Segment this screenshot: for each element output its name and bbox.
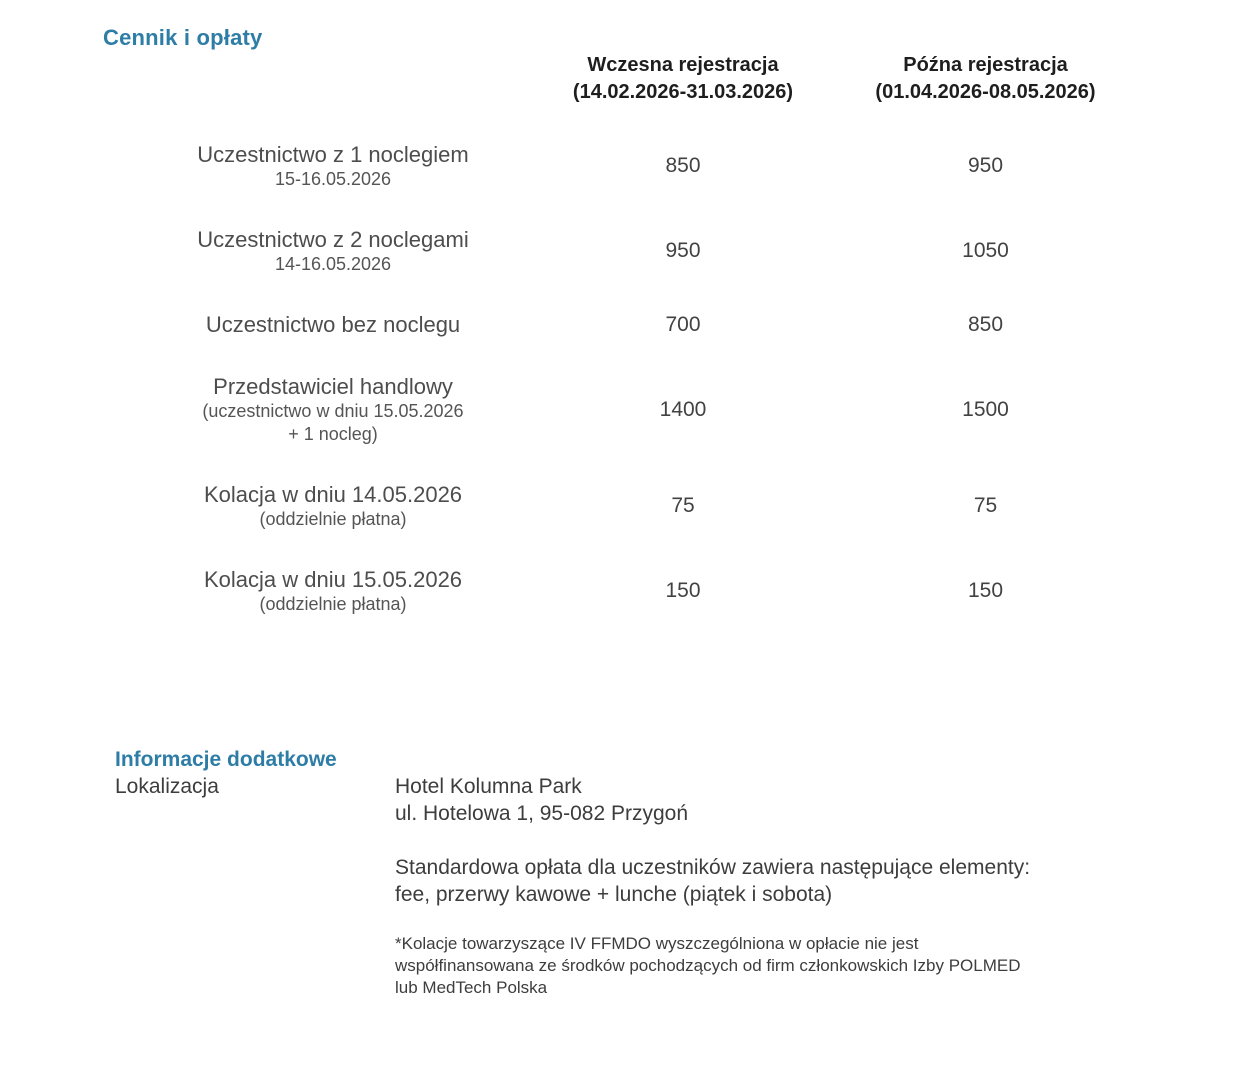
location-label: Lokalizacja (115, 775, 219, 798)
row-label: Uczestnictwo z 1 noclegiem (197, 142, 469, 167)
table-row: Kolacja w dniu 14.05.2026 (oddzielnie pł… (103, 481, 1168, 531)
row-sublabel: (oddzielnie płatna) (259, 509, 407, 529)
additional-info-body: Lokalizacja Hotel Kolumna Park ul. Hotel… (115, 773, 1145, 999)
row-sublabel: (oddzielnie płatna) (259, 594, 407, 614)
price-late: 1500 (962, 397, 1009, 421)
row-sublabel: 15-16.05.2026 (274, 169, 392, 189)
price-late: 1050 (962, 239, 1009, 262)
footnote-line: współfinansowana ze środków pochodzących… (395, 956, 1021, 975)
footnote: *Kolacje towarzyszące IV FFMDO wyszczegó… (395, 933, 1145, 999)
additional-info-title: Informacje dodatkowe (115, 748, 337, 771)
price-early: 1400 (659, 397, 707, 421)
row-label-cell: Uczestnictwo z 1 noclegiem 15-16.05.2026 (103, 141, 563, 191)
column-header-late-label: Późna rejestracja (903, 54, 1068, 76)
row-label: Przedstawiciel handlowy (213, 374, 453, 399)
row-label: Kolacja w dniu 15.05.2026 (203, 567, 463, 592)
pricing-table-rows: Uczestnictwo z 1 noclegiem 15-16.05.2026… (103, 141, 1168, 616)
price-late: 75 (973, 494, 998, 517)
table-row: Przedstawiciel handlowy (uczestnictwo w … (103, 373, 1168, 446)
pricing-table: Wczesna rejestracja (14.02.2026-31.03.20… (103, 52, 1168, 616)
column-header-early-dates: (14.02.2026-31.03.2026) (572, 81, 794, 103)
row-label-cell: Kolacja w dniu 15.05.2026 (oddzielnie pł… (103, 566, 563, 616)
row-sublabel: + 1 nocleg) (288, 424, 378, 444)
footnote-line: *Kolacje towarzyszące IV FFMDO wyszczegó… (395, 934, 919, 953)
row-label: Kolacja w dniu 14.05.2026 (203, 482, 463, 507)
price-late: 950 (967, 154, 1004, 177)
row-sublabel: 14-16.05.2026 (274, 254, 392, 274)
price-early: 950 (665, 239, 701, 262)
table-row: Kolacja w dniu 15.05.2026 (oddzielnie pł… (103, 566, 1168, 616)
row-label-cell: Uczestnictwo z 2 noclegami 14-16.05.2026 (103, 226, 563, 276)
additional-info-section: Informacje dodatkowe Lokalizacja Hotel K… (115, 746, 1145, 999)
location-name: Hotel Kolumna Park (395, 775, 582, 798)
page-title: Cennik i opłaty (103, 25, 263, 50)
column-header-early-label: Wczesna rejestracja (587, 54, 779, 76)
column-header-late: Późna rejestracja (01.04.2026-08.05.2026… (803, 52, 1168, 106)
price-early: 75 (671, 494, 695, 517)
row-label: Uczestnictwo z 2 noclegami (197, 227, 469, 252)
pricing-table-header: Wczesna rejestracja (14.02.2026-31.03.20… (103, 52, 1168, 106)
row-label-cell: Przedstawiciel handlowy (uczestnictwo w … (103, 373, 563, 446)
table-row: Uczestnictwo z 2 noclegami 14-16.05.2026… (103, 226, 1168, 276)
location-content: Hotel Kolumna Park ul. Hotelowa 1, 95-08… (395, 773, 1145, 999)
price-early: 700 (665, 312, 701, 336)
price-late: 150 (967, 579, 1004, 602)
footnote-line: lub MedTech Polska (395, 978, 548, 997)
fee-description-line: Standardowa opłata dla uczestników zawie… (395, 856, 1031, 879)
row-sublabel: (uczestnictwo w dniu 15.05.2026 (202, 401, 464, 421)
row-label-cell: Kolacja w dniu 14.05.2026 (oddzielnie pł… (103, 481, 563, 531)
row-label-cell: Uczestnictwo bez noclegu (103, 311, 563, 338)
fee-description-line: fee, przerwy kawowe + lunche (piątek i s… (395, 883, 833, 906)
row-label: Uczestnictwo bez noclegu (205, 312, 461, 337)
column-header-late-dates: (01.04.2026-08.05.2026) (875, 81, 1096, 103)
location-address: ul. Hotelowa 1, 95-082 Przygoń (395, 802, 689, 825)
price-late: 850 (967, 312, 1004, 336)
fee-description: Standardowa opłata dla uczestników zawie… (395, 854, 1145, 908)
price-early: 850 (665, 154, 701, 177)
column-header-early: Wczesna rejestracja (14.02.2026-31.03.20… (563, 52, 803, 106)
table-row: Uczestnictwo z 1 noclegiem 15-16.05.2026… (103, 141, 1168, 191)
price-early: 150 (665, 579, 701, 602)
table-row: Uczestnictwo bez noclegu 700 850 (103, 311, 1168, 338)
